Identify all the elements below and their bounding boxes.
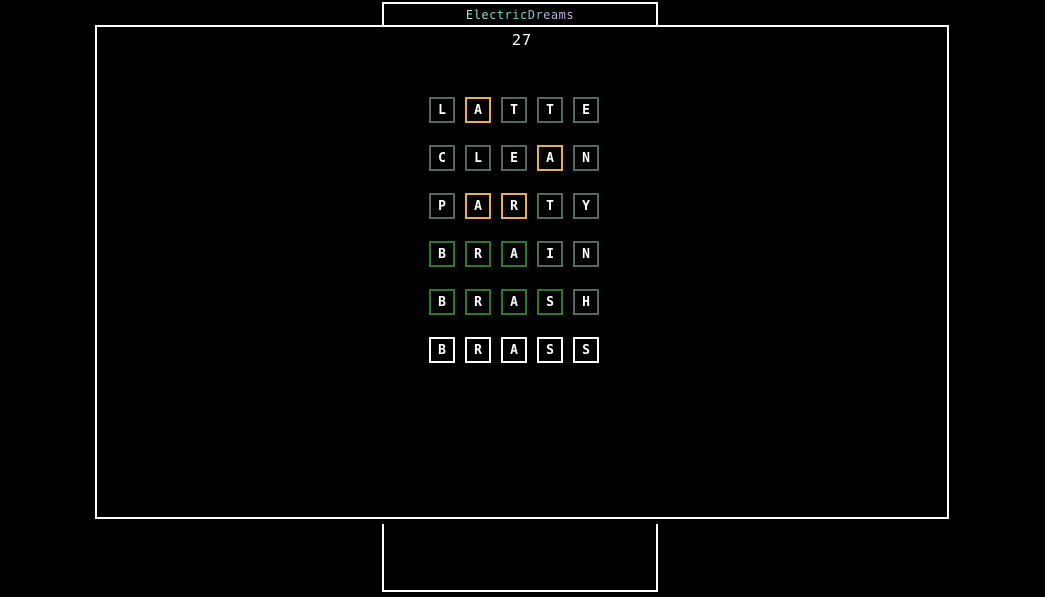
- letter-tile-absent: T: [501, 97, 527, 123]
- letter-tile-absent: E: [501, 145, 527, 171]
- letter-tile-absent: P: [429, 193, 455, 219]
- letter-tile-absent: T: [537, 193, 563, 219]
- letter-tile-absent: Y: [573, 193, 599, 219]
- letter-tile-absent: N: [573, 145, 599, 171]
- letter-tile-present: A: [465, 193, 491, 219]
- letter-tile-correct: B: [429, 289, 455, 315]
- letter-tile-absent: E: [573, 97, 599, 123]
- letter-tile-present: A: [537, 145, 563, 171]
- letter-tile-present: R: [501, 193, 527, 219]
- letter-tile-correct: R: [465, 241, 491, 267]
- letter-tile-current: R: [465, 337, 491, 363]
- letter-tile-absent: H: [573, 289, 599, 315]
- app-title: ElectricDreams: [465, 8, 575, 22]
- letter-tile-current: S: [537, 337, 563, 363]
- letter-tile-correct: A: [501, 289, 527, 315]
- letter-tile-correct: S: [537, 289, 563, 315]
- input-panel[interactable]: [382, 524, 658, 592]
- title-bar: ElectricDreams: [382, 2, 658, 26]
- letter-tile-absent: I: [537, 241, 563, 267]
- letter-tile-absent: L: [465, 145, 491, 171]
- letter-tile-absent: L: [429, 97, 455, 123]
- letter-tile-absent: N: [573, 241, 599, 267]
- letter-tile-absent: T: [537, 97, 563, 123]
- letter-tile-present: A: [465, 97, 491, 123]
- score: 27: [511, 31, 533, 49]
- letter-tile-current: S: [573, 337, 599, 363]
- letter-tile-correct: A: [501, 241, 527, 267]
- letter-tile-current: B: [429, 337, 455, 363]
- letter-tile-current: A: [501, 337, 527, 363]
- letter-tile-correct: B: [429, 241, 455, 267]
- letter-tile-absent: C: [429, 145, 455, 171]
- letter-tile-correct: R: [465, 289, 491, 315]
